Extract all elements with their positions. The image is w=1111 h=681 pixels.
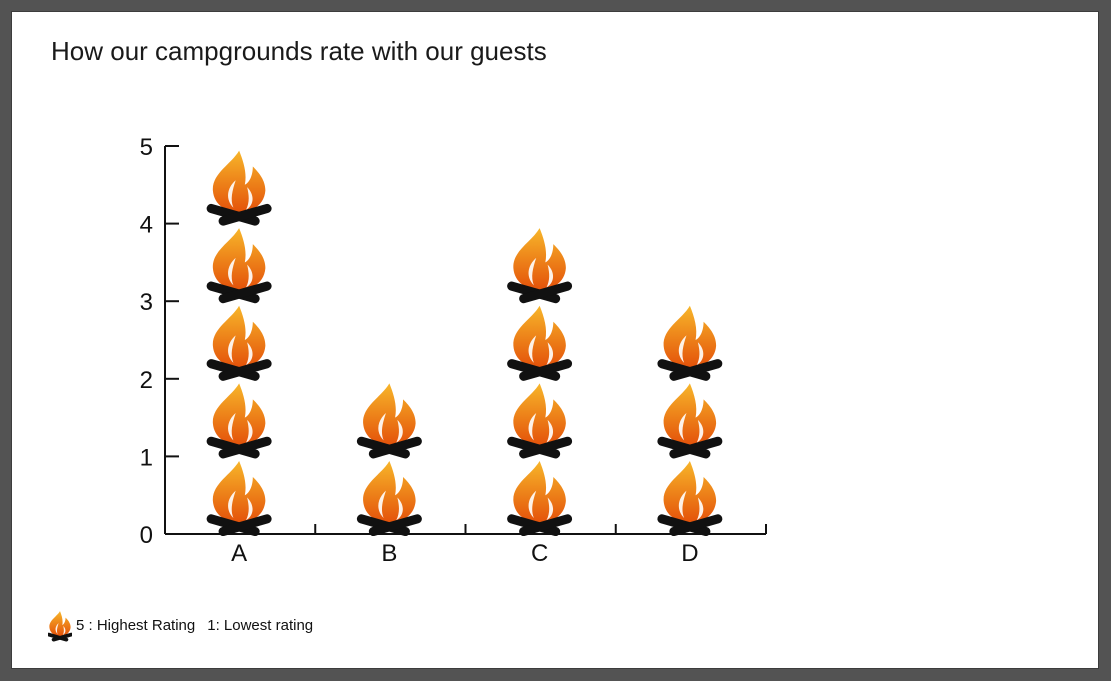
x-tick-label: C bbox=[531, 540, 548, 567]
y-tick-label: 5 bbox=[140, 134, 153, 161]
campfire-icon bbox=[205, 305, 273, 382]
pictograph-chart: 0 1 2 3 4 5 A B C D bbox=[140, 134, 767, 567]
x-tick-label: D bbox=[681, 540, 698, 567]
campfire-icon bbox=[355, 383, 423, 460]
campfire-icon bbox=[506, 228, 574, 305]
pictograph-bar-C bbox=[506, 228, 574, 538]
y-tick-label: 3 bbox=[140, 289, 153, 316]
y-tick-label: 0 bbox=[140, 522, 153, 549]
campfire-icon bbox=[506, 305, 574, 382]
campfire-icon bbox=[205, 150, 273, 227]
chart-canvas: How our campgrounds rate with our guests… bbox=[12, 12, 1098, 668]
chart-title: How our campgrounds rate with our guests bbox=[51, 36, 547, 66]
campfire-icon bbox=[205, 460, 273, 538]
campfire-icon bbox=[656, 460, 724, 538]
pictograph-bar-D bbox=[656, 305, 724, 538]
pictograph-bar-B bbox=[355, 383, 423, 538]
legend-low-text: 1: Lowest rating bbox=[207, 616, 314, 634]
y-tick-label: 2 bbox=[140, 367, 153, 394]
campfire-icon bbox=[48, 611, 72, 642]
campfire-icon bbox=[205, 228, 273, 305]
campfire-icon bbox=[355, 460, 423, 538]
chart-axes: 0 1 2 3 4 5 A B C D bbox=[140, 134, 767, 567]
campfire-icon bbox=[656, 383, 724, 460]
y-tick-label: 1 bbox=[140, 444, 153, 471]
legend-high-text: 5 : Highest Rating bbox=[76, 616, 196, 634]
campfire-icon bbox=[656, 305, 724, 382]
pictograph-bar-A bbox=[205, 150, 273, 538]
campfire-icon bbox=[506, 460, 574, 538]
campfire-icon bbox=[205, 383, 273, 460]
campfire-icon bbox=[506, 383, 574, 460]
legend: 5 : Highest Rating 1: Lowest rating bbox=[48, 608, 313, 642]
x-tick-label: A bbox=[231, 540, 247, 567]
y-tick-label: 4 bbox=[140, 212, 153, 239]
x-tick-label: B bbox=[381, 540, 397, 567]
chart-marks bbox=[205, 150, 724, 538]
